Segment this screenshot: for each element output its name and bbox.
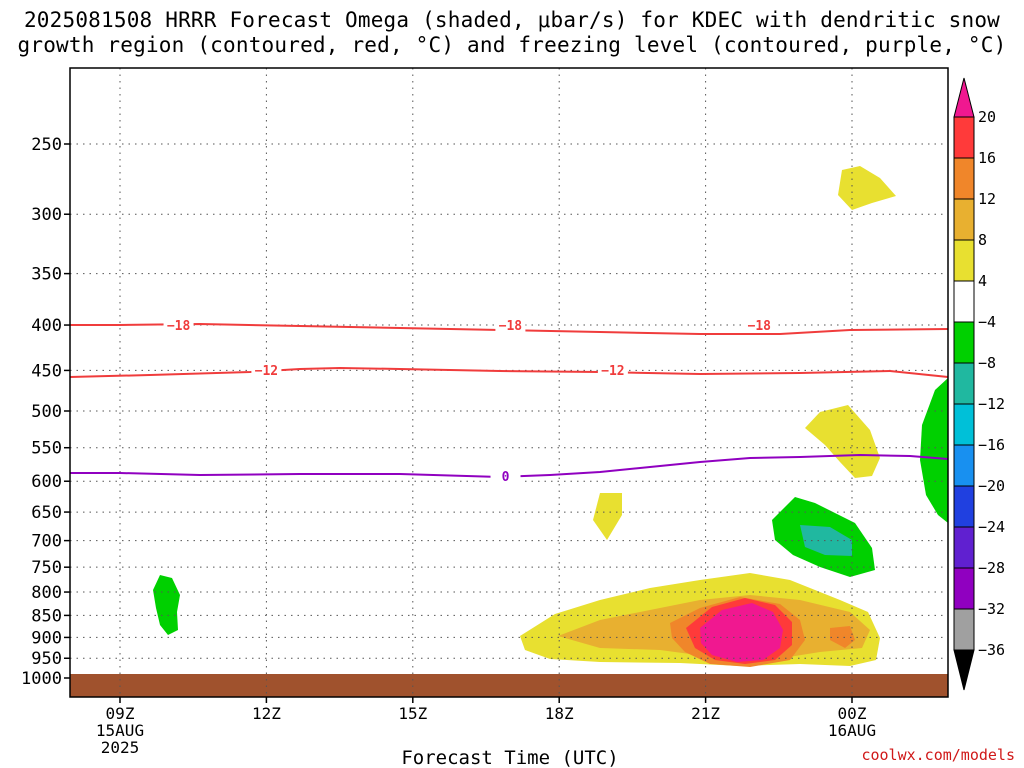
y-tick-label: 950 (31, 649, 62, 669)
y-tick-label: 300 (31, 205, 62, 225)
y-tick-label: 750 (31, 558, 62, 578)
x-tick-date: 15AUG (96, 721, 144, 740)
colorbar-swatch (953, 567, 975, 610)
contour-label-background (495, 317, 526, 332)
colorbar-swatch (953, 280, 975, 323)
colorbar-swatch (953, 116, 975, 159)
contour-label-background (597, 362, 628, 377)
y-tick-label: 650 (31, 503, 62, 523)
y-tick-label: 250 (31, 135, 62, 155)
colorbar-label: −8 (978, 354, 996, 372)
y-tick-label: 550 (31, 439, 62, 459)
y-tick-label: 800 (31, 583, 62, 603)
colorbar-top-arrow (953, 77, 975, 118)
x-axis-label: Forecast Time (UTC) (401, 747, 618, 768)
colorbar-swatch (953, 362, 975, 405)
x-tick-label: 09Z (106, 704, 135, 723)
x-tick-label: 21Z (691, 704, 720, 723)
x-tick-label: 00Z (838, 704, 867, 723)
contour-line (69, 366, 949, 378)
y-tick-label: 850 (31, 606, 62, 626)
contour-label: −18 (499, 319, 523, 334)
colorbar-swatch (953, 444, 975, 487)
colorbar-swatch (953, 321, 975, 364)
y-tick-label: 400 (31, 316, 62, 336)
contour-label-background (490, 468, 521, 483)
y-tick-label: 600 (31, 472, 62, 492)
y-tick-label: 700 (31, 532, 62, 552)
omega-blob (800, 525, 852, 556)
grid-lines (70, 68, 948, 697)
contour-label: −12 (255, 364, 278, 379)
colorbar-label: 20 (978, 108, 996, 126)
temperature-contours: −18 −18 −18 −12 −12 0 (69, 317, 949, 485)
colorbar-label: −24 (978, 518, 1005, 536)
colorbar-label: −20 (978, 477, 1005, 495)
x-tick-label: 12Z (252, 704, 281, 723)
chart-title-line-1: 2025081508 HRRR Forecast Omega (shaded, … (23, 8, 1001, 32)
contour-label: −18 (748, 319, 772, 334)
contour-label: 0 (502, 470, 510, 485)
watermark: coolwx.com/models (861, 746, 1015, 764)
x-tick-date: 16AUG (828, 721, 876, 740)
colorbar-swatch (953, 239, 975, 282)
colorbar-label: 8 (978, 231, 987, 249)
colorbar-swatch (953, 157, 975, 200)
colorbar-bottom-arrow (953, 649, 975, 691)
colorbar-swatch (953, 608, 975, 651)
x-tick-year: 2025 (101, 738, 140, 757)
chart-title-line-2: growth region (contoured, red, °C) and f… (17, 33, 1007, 57)
colorbar-label: 16 (978, 149, 996, 167)
omega-blob (805, 405, 880, 478)
colorbar: 20 16 12 8 4 −4 −8 −12 −16 −20 −24 −28 −32 −36 (953, 77, 1005, 691)
contour-label-background (163, 317, 194, 332)
y-tick-label: 500 (31, 402, 62, 422)
contour-label-background (744, 317, 775, 332)
y-tick-label: 1000 (21, 669, 62, 689)
colorbar-label: −12 (978, 395, 1005, 413)
colorbar-label: 12 (978, 190, 996, 208)
contour-label-background (251, 362, 282, 377)
colorbar-label: −28 (978, 559, 1005, 577)
y-tick-label: 900 (31, 628, 62, 648)
omega-blob (700, 603, 783, 662)
colorbar-label: −4 (978, 313, 996, 331)
pressure-axis: 2503003504004505005506006507007508008509… (21, 135, 70, 689)
y-tick-label: 450 (31, 361, 62, 381)
ground-below-surface (70, 674, 948, 697)
colorbar-label: −32 (978, 600, 1005, 618)
x-tick-label: 18Z (545, 704, 574, 723)
omega-blob (920, 378, 948, 523)
contour-label: −12 (601, 364, 624, 379)
colorbar-swatch (953, 403, 975, 446)
colorbar-swatch (953, 526, 975, 569)
omega-shading (153, 166, 948, 667)
colorbar-swatch (953, 485, 975, 528)
contour-line (70, 453, 949, 479)
omega-blob (153, 575, 180, 635)
colorbar-label: 4 (978, 272, 987, 290)
y-tick-label: 350 (31, 265, 62, 285)
colorbar-label: −36 (978, 641, 1005, 659)
colorbar-swatch (953, 198, 975, 241)
plot-frame (69, 67, 949, 698)
x-tick-label: 15Z (398, 704, 427, 723)
omega-blob (830, 626, 855, 648)
contour-label: −18 (167, 319, 191, 334)
omega-blob (838, 166, 896, 210)
colorbar-label: −16 (978, 436, 1005, 454)
omega-blob (593, 493, 622, 540)
